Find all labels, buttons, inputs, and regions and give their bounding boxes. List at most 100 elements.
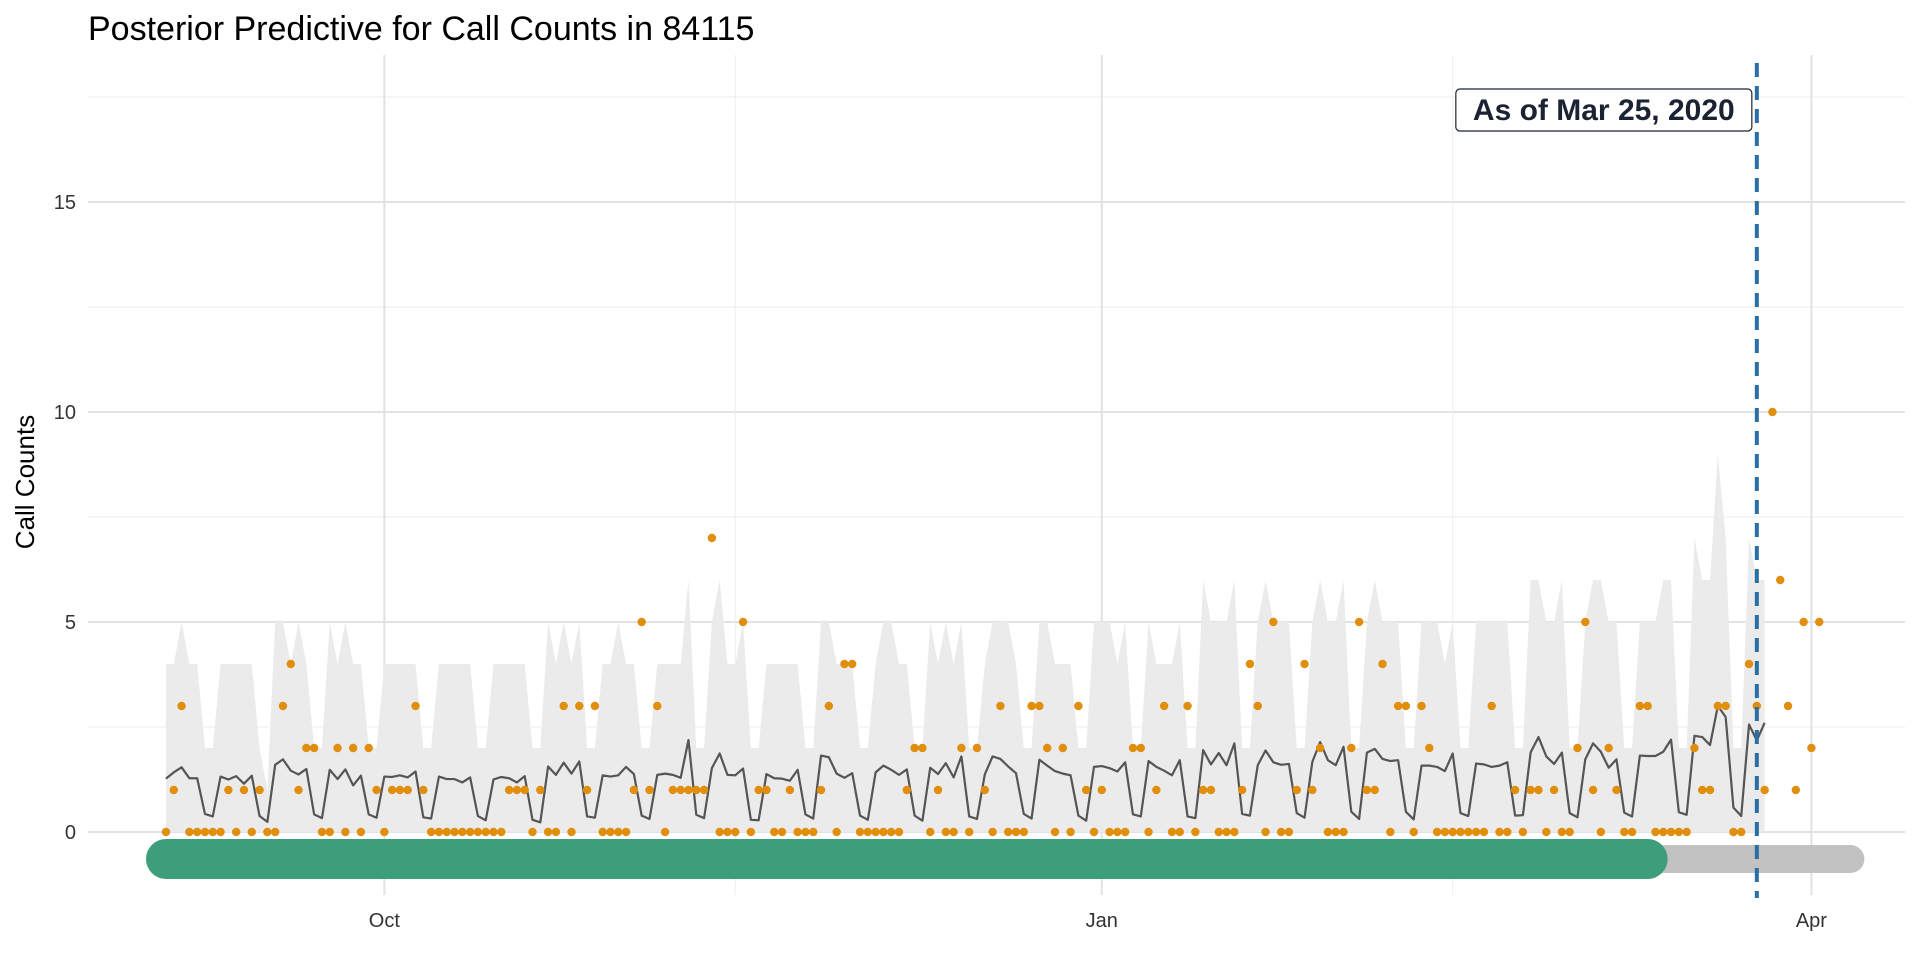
observed-call-point: [1113, 827, 1122, 837]
observed-call-point: [1713, 701, 1723, 711]
observed-call-point: [1183, 701, 1192, 711]
observed-call-point: [1120, 827, 1130, 837]
observed-call-point: [1690, 743, 1699, 753]
observed-call-point: [1401, 701, 1411, 711]
observed-call-point: [1175, 827, 1184, 837]
observed-call-point: [660, 827, 670, 837]
observed-call-point: [387, 785, 397, 795]
observed-call-point: [1050, 827, 1060, 837]
observed-call-point: [1627, 827, 1637, 837]
observed-call-point: [1370, 785, 1379, 795]
observed-call-point: [1230, 827, 1239, 837]
mean-line-layer: [165, 704, 1766, 824]
observed-call-point: [465, 827, 475, 837]
y-axis-label: Call Counts: [10, 415, 40, 549]
observed-call-point: [1292, 785, 1301, 795]
observed-call-point: [1573, 743, 1582, 753]
observed-call-point: [1768, 407, 1777, 417]
observed-call-point: [1245, 659, 1255, 669]
observed-call-point: [1471, 827, 1481, 837]
observed-call-point: [1604, 743, 1613, 753]
observed-call-point: [1058, 743, 1067, 753]
observed-call-point: [1815, 617, 1824, 627]
observed-call-point: [949, 827, 958, 837]
observed-call-point: [1276, 827, 1286, 837]
observed-call-point: [1386, 827, 1395, 837]
observed-call-point: [606, 827, 615, 837]
observed-call-point: [1105, 827, 1114, 837]
observed-call-point: [1729, 827, 1738, 837]
observed-call-point: [1432, 827, 1442, 837]
observed-call-point: [317, 827, 327, 837]
observed-call-point: [887, 827, 896, 837]
observed-call-point: [731, 827, 740, 837]
observed-call-point: [1198, 785, 1208, 795]
observed-call-point: [1776, 575, 1785, 585]
observed-call-point: [278, 701, 288, 711]
observed-call-point: [1214, 827, 1223, 837]
observed-call-point: [294, 785, 303, 795]
observed-call-point: [1612, 785, 1621, 795]
observed-call-point: [1588, 785, 1598, 795]
observed-call-point: [1783, 701, 1793, 711]
observed-call-point: [1347, 743, 1356, 753]
observed-call-point: [255, 785, 264, 795]
observed-call-point: [1425, 743, 1434, 753]
observed-call-point: [575, 701, 584, 711]
observed-call-point: [536, 785, 545, 795]
observed-call-point: [543, 827, 553, 837]
observed-call-point: [1596, 827, 1606, 837]
observed-call-point: [809, 827, 818, 837]
observed-call-point: [1035, 701, 1044, 711]
observed-call-point: [863, 827, 873, 837]
observed-call-point: [1744, 659, 1754, 669]
observed-call-point: [1448, 827, 1457, 837]
observed-call-point: [965, 827, 974, 837]
observed-call-point: [200, 827, 210, 837]
observed-call-point: [902, 785, 912, 795]
observed-call-point: [910, 743, 919, 753]
observed-call-point: [754, 785, 763, 795]
annotation-layer: As of Mar 25, 2020: [1455, 63, 1759, 898]
observed-call-point: [442, 827, 451, 837]
observed-call-point: [1752, 701, 1762, 711]
observed-call-point: [1004, 827, 1013, 837]
observed-call-point: [715, 827, 724, 837]
interval-band-layer: [165, 454, 1765, 832]
observed-call-point: [403, 785, 412, 795]
observed-call-point: [1222, 827, 1231, 837]
observed-call-point: [1666, 827, 1676, 837]
observed-call-point: [668, 785, 678, 795]
observed-call-point: [1300, 659, 1309, 669]
observed-points-layer: [161, 407, 1824, 837]
observed-call-point: [473, 827, 483, 837]
observed-call-point: [192, 827, 202, 837]
observed-call-point: [770, 827, 779, 837]
observed-call-point: [785, 785, 795, 795]
observed-call-point: [1565, 827, 1574, 837]
observed-call-point: [1456, 827, 1465, 837]
observed-call-point: [1479, 827, 1489, 837]
observed-call-point: [411, 701, 420, 711]
observed-call-point: [341, 827, 350, 837]
observed-call-point: [879, 827, 888, 837]
observed-call-point: [1284, 827, 1294, 837]
observed-call-point: [894, 827, 904, 837]
observed-call-point: [1152, 785, 1161, 795]
observed-call-point: [302, 743, 311, 753]
posterior-interval-band: [165, 454, 1765, 832]
observed-call-point: [988, 827, 997, 837]
observed-call-point: [762, 785, 771, 795]
y-tick-label: 10: [54, 402, 76, 424]
observed-call-point: [1534, 785, 1543, 795]
observed-call-point: [1378, 659, 1387, 669]
observed-call-point: [629, 785, 639, 795]
observed-call-point: [824, 701, 834, 711]
observed-call-point: [816, 785, 826, 795]
observed-call-point: [645, 785, 654, 795]
observed-call-point: [1643, 701, 1652, 711]
observed-call-point: [224, 785, 233, 795]
observed-call-point: [1620, 827, 1629, 837]
observed-call-point: [1315, 743, 1325, 753]
observed-call-point: [614, 827, 623, 837]
